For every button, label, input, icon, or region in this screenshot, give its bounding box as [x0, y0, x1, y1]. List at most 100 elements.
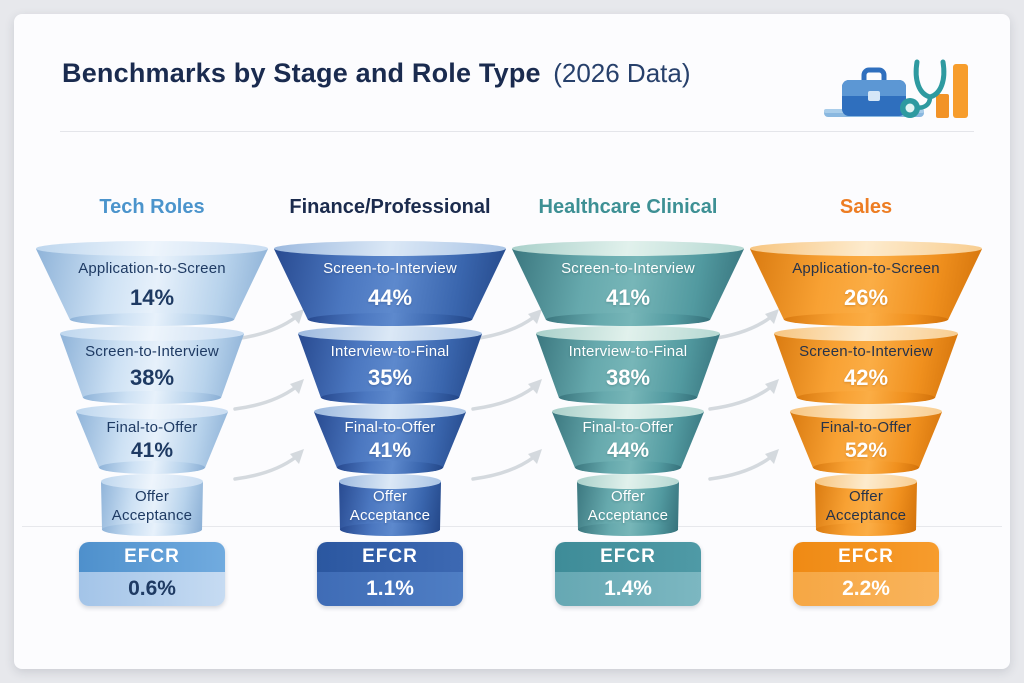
funnel-stage-rim — [101, 474, 203, 489]
funnel-stage-lip — [813, 461, 919, 474]
stage-value: 35% — [367, 365, 413, 390]
funnel-stage-lip — [578, 523, 678, 536]
stage-label: Offer Acceptance — [349, 488, 431, 524]
page-title: Benchmarks by Stage and Role Type (2026 … — [62, 58, 691, 89]
efcr-box: EFCR 1.4% — [555, 542, 701, 606]
stage-value: 52% — [844, 439, 888, 462]
funnel-title: Finance/Professional — [289, 195, 491, 218]
stethoscope-icon — [900, 59, 947, 118]
title-suffix: (2026 Data) — [553, 58, 691, 88]
stage-value: 41% — [130, 439, 174, 462]
efcr-label: EFCR — [793, 542, 939, 572]
stage-value: 41% — [368, 439, 412, 462]
funnel-stage-rim — [274, 241, 506, 256]
efcr-value: 2.2% — [793, 572, 939, 606]
stage-label: Application-to-Screen — [78, 260, 226, 278]
funnel-stage-rim — [36, 241, 268, 256]
flow-arrow-icon — [233, 449, 304, 481]
funnel-stage: Offer Acceptance — [101, 474, 203, 536]
funnel-stage-lip — [83, 391, 221, 404]
stage-label: Application-to-Screen — [792, 260, 940, 278]
stage-label: Final-to-Offer — [106, 419, 198, 436]
funnel-stage: Final-to-Offer 52% — [790, 404, 942, 474]
funnel-title: Sales — [839, 195, 893, 218]
stage-label: Final-to-Offer — [820, 419, 912, 436]
efcr-box: EFCR 2.2% — [793, 542, 939, 606]
funnel-finance-professional: Finance/Professional Screen-to-Interview… — [271, 189, 509, 606]
efcr-value: 1.4% — [555, 572, 701, 606]
funnel-stage-rim — [512, 241, 744, 256]
header-icon-group — [820, 50, 970, 130]
stage-value: 42% — [843, 365, 889, 390]
funnel-stage-lip — [337, 461, 443, 474]
stage-label: Interview-to-Final — [568, 343, 688, 360]
stage-value: 26% — [843, 284, 889, 310]
flow-arrow-icon — [471, 379, 542, 411]
flow-arrow-icon — [233, 379, 304, 411]
title-main: Benchmarks by Stage and Role Type — [62, 58, 541, 88]
funnel-stage-lip — [575, 461, 681, 474]
funnel-stage-rim — [339, 474, 441, 489]
flow-arrow-icon — [471, 449, 542, 481]
stage-label: Offer Acceptance — [587, 488, 669, 524]
funnel-stage: Interview-to-Final 38% — [536, 326, 720, 404]
funnel-stage-rim — [790, 404, 942, 419]
funnel-stage-lip — [308, 313, 472, 326]
funnel-stage-rim — [750, 241, 982, 256]
stage-value: 44% — [606, 439, 650, 462]
funnel-stage: Interview-to-Final 35% — [298, 326, 482, 404]
funnel-tech-roles: Tech Roles Application-to-Screen 14% Scre… — [33, 189, 271, 606]
funnel-stage: Screen-to-Interview 42% — [774, 326, 958, 404]
funnel-stage-lip — [559, 391, 697, 404]
header-divider — [60, 131, 974, 132]
funnel-stage-rim — [577, 474, 679, 489]
funnel-stage-rim — [314, 404, 466, 419]
funnel-stage: Offer Acceptance — [339, 474, 441, 536]
efcr-box: EFCR 1.1% — [317, 542, 463, 606]
funnel-stage-lip — [70, 313, 234, 326]
stage-label: Final-to-Offer — [344, 419, 436, 436]
efcr-label: EFCR — [555, 542, 701, 572]
funnel-stage-rim — [298, 326, 482, 341]
funnel-row: Tech Roles Application-to-Screen 14% Scre… — [33, 189, 985, 606]
stage-value: 14% — [129, 284, 175, 310]
funnel-stage-lip — [797, 391, 935, 404]
funnel-title: Tech Roles — [99, 195, 205, 218]
flow-arrow-icon — [708, 379, 779, 411]
stage-label: Offer Acceptance — [111, 488, 193, 524]
funnel-stage-lip — [99, 461, 205, 474]
efcr-label: EFCR — [317, 542, 463, 572]
funnel-stage-rim — [774, 326, 958, 341]
efcr-value: 0.6% — [79, 572, 225, 606]
funnel-stage: Screen-to-Interview 41% — [512, 241, 744, 326]
stage-value: 38% — [605, 365, 651, 390]
funnel-stage-rim — [60, 326, 244, 341]
funnel-stage-rim — [536, 326, 720, 341]
stage-label: Screen-to-Interview — [799, 343, 933, 360]
stage-label: Final-to-Offer — [582, 419, 674, 436]
funnel-stage: Offer Acceptance — [815, 474, 917, 536]
funnel-stage-lip — [340, 523, 440, 536]
funnel-stage-lip — [784, 313, 948, 326]
flow-arrow-icon — [708, 449, 779, 481]
funnel-stage: Screen-to-Interview 38% — [60, 326, 244, 404]
funnel-sales: Sales Application-to-Screen 26% Screen-to… — [747, 189, 985, 606]
funnel-stage-rim — [815, 474, 917, 489]
funnel-stage: Application-to-Screen 14% — [36, 241, 268, 326]
funnel-stage: Screen-to-Interview 44% — [274, 241, 506, 326]
funnel-stage-lip — [816, 523, 916, 536]
funnel-title: Healthcare Clinical — [538, 195, 718, 218]
stage-value: 41% — [605, 284, 651, 310]
infographic-card: Benchmarks by Stage and Role Type (2026 … — [14, 14, 1010, 669]
funnel-stage: Final-to-Offer 41% — [314, 404, 466, 474]
stage-label: Screen-to-Interview — [561, 260, 695, 278]
briefcase-icon — [842, 67, 906, 116]
funnel-stage: Application-to-Screen 26% — [750, 241, 982, 326]
stage-label: Screen-to-Interview — [85, 343, 219, 360]
funnel-stage-rim — [552, 404, 704, 419]
stage-label: Screen-to-Interview — [323, 260, 457, 278]
stage-label: Offer Acceptance — [825, 488, 907, 524]
funnel-stage-lip — [546, 313, 710, 326]
funnel-healthcare-clinical: Healthcare Clinical Screen-to-Interview 4… — [509, 189, 747, 606]
stage-value: 38% — [129, 365, 175, 390]
